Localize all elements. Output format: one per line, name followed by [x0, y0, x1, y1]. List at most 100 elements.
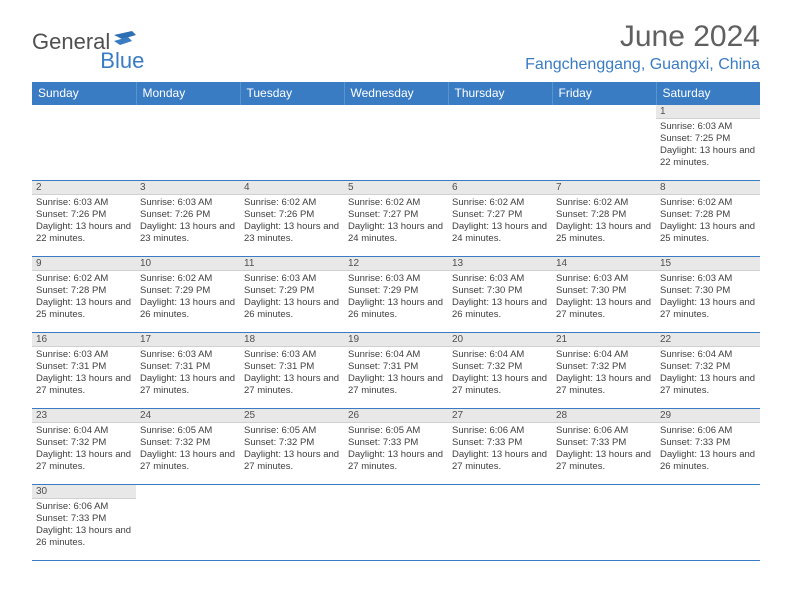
day-number: 5	[344, 181, 448, 195]
calendar-cell: 16Sunrise: 6:03 AMSunset: 7:31 PMDayligh…	[32, 333, 136, 409]
day-content: Sunrise: 6:02 AMSunset: 7:29 PMDaylight:…	[136, 271, 240, 323]
day-content: Sunrise: 6:03 AMSunset: 7:29 PMDaylight:…	[344, 271, 448, 323]
day-number: 25	[240, 409, 344, 423]
day-content: Sunrise: 6:03 AMSunset: 7:26 PMDaylight:…	[136, 195, 240, 247]
calendar-cell	[32, 105, 136, 181]
brand-part2: Blue	[100, 48, 144, 74]
calendar-cell: 9Sunrise: 6:02 AMSunset: 7:28 PMDaylight…	[32, 257, 136, 333]
calendar-cell: 21Sunrise: 6:04 AMSunset: 7:32 PMDayligh…	[552, 333, 656, 409]
day-number: 28	[552, 409, 656, 423]
brand-logo: General Blue	[32, 20, 162, 64]
location-text: Fangchenggang, Guangxi, China	[525, 56, 760, 74]
weekday-header-row: Sunday Monday Tuesday Wednesday Thursday…	[32, 82, 760, 105]
day-content: Sunrise: 6:02 AMSunset: 7:28 PMDaylight:…	[552, 195, 656, 247]
calendar-cell: 29Sunrise: 6:06 AMSunset: 7:33 PMDayligh…	[656, 409, 760, 485]
calendar-cell: 25Sunrise: 6:05 AMSunset: 7:32 PMDayligh…	[240, 409, 344, 485]
day-content: Sunrise: 6:04 AMSunset: 7:32 PMDaylight:…	[32, 423, 136, 475]
day-number: 12	[344, 257, 448, 271]
calendar-week-row: 2Sunrise: 6:03 AMSunset: 7:26 PMDaylight…	[32, 181, 760, 257]
calendar-cell: 4Sunrise: 6:02 AMSunset: 7:26 PMDaylight…	[240, 181, 344, 257]
day-number: 22	[656, 333, 760, 347]
day-content: Sunrise: 6:05 AMSunset: 7:32 PMDaylight:…	[136, 423, 240, 475]
day-content: Sunrise: 6:04 AMSunset: 7:31 PMDaylight:…	[344, 347, 448, 399]
day-content: Sunrise: 6:03 AMSunset: 7:30 PMDaylight:…	[656, 271, 760, 323]
weekday-header: Wednesday	[344, 82, 448, 105]
calendar-cell	[552, 485, 656, 561]
day-content: Sunrise: 6:02 AMSunset: 7:28 PMDaylight:…	[656, 195, 760, 247]
day-number: 13	[448, 257, 552, 271]
day-content: Sunrise: 6:06 AMSunset: 7:33 PMDaylight:…	[656, 423, 760, 475]
calendar-week-row: 23Sunrise: 6:04 AMSunset: 7:32 PMDayligh…	[32, 409, 760, 485]
calendar-cell: 7Sunrise: 6:02 AMSunset: 7:28 PMDaylight…	[552, 181, 656, 257]
calendar-week-row: 1Sunrise: 6:03 AMSunset: 7:25 PMDaylight…	[32, 105, 760, 181]
calendar-cell	[552, 105, 656, 181]
calendar-cell: 23Sunrise: 6:04 AMSunset: 7:32 PMDayligh…	[32, 409, 136, 485]
day-content: Sunrise: 6:06 AMSunset: 7:33 PMDaylight:…	[552, 423, 656, 475]
calendar-cell	[344, 105, 448, 181]
day-content: Sunrise: 6:05 AMSunset: 7:33 PMDaylight:…	[344, 423, 448, 475]
calendar-cell: 2Sunrise: 6:03 AMSunset: 7:26 PMDaylight…	[32, 181, 136, 257]
calendar-cell: 1Sunrise: 6:03 AMSunset: 7:25 PMDaylight…	[656, 105, 760, 181]
day-content: Sunrise: 6:03 AMSunset: 7:31 PMDaylight:…	[240, 347, 344, 399]
day-number: 14	[552, 257, 656, 271]
day-number: 10	[136, 257, 240, 271]
day-number: 17	[136, 333, 240, 347]
calendar-cell	[344, 485, 448, 561]
calendar-body: 1Sunrise: 6:03 AMSunset: 7:25 PMDaylight…	[32, 105, 760, 561]
calendar-cell	[656, 485, 760, 561]
calendar-cell: 8Sunrise: 6:02 AMSunset: 7:28 PMDaylight…	[656, 181, 760, 257]
calendar-table: Sunday Monday Tuesday Wednesday Thursday…	[32, 82, 760, 561]
calendar-cell: 14Sunrise: 6:03 AMSunset: 7:30 PMDayligh…	[552, 257, 656, 333]
calendar-cell	[448, 485, 552, 561]
day-number: 30	[32, 485, 136, 499]
day-content: Sunrise: 6:03 AMSunset: 7:30 PMDaylight:…	[552, 271, 656, 323]
day-content: Sunrise: 6:03 AMSunset: 7:30 PMDaylight:…	[448, 271, 552, 323]
calendar-cell	[136, 485, 240, 561]
calendar-cell	[136, 105, 240, 181]
calendar-cell	[240, 485, 344, 561]
weekday-header: Friday	[552, 82, 656, 105]
calendar-cell: 28Sunrise: 6:06 AMSunset: 7:33 PMDayligh…	[552, 409, 656, 485]
day-number: 15	[656, 257, 760, 271]
day-content: Sunrise: 6:04 AMSunset: 7:32 PMDaylight:…	[448, 347, 552, 399]
day-number: 11	[240, 257, 344, 271]
calendar-cell: 30Sunrise: 6:06 AMSunset: 7:33 PMDayligh…	[32, 485, 136, 561]
day-content: Sunrise: 6:03 AMSunset: 7:31 PMDaylight:…	[136, 347, 240, 399]
calendar-week-row: 30Sunrise: 6:06 AMSunset: 7:33 PMDayligh…	[32, 485, 760, 561]
calendar-cell: 26Sunrise: 6:05 AMSunset: 7:33 PMDayligh…	[344, 409, 448, 485]
calendar-cell: 6Sunrise: 6:02 AMSunset: 7:27 PMDaylight…	[448, 181, 552, 257]
calendar-cell: 15Sunrise: 6:03 AMSunset: 7:30 PMDayligh…	[656, 257, 760, 333]
day-number: 24	[136, 409, 240, 423]
day-number: 3	[136, 181, 240, 195]
day-number: 18	[240, 333, 344, 347]
calendar-cell: 10Sunrise: 6:02 AMSunset: 7:29 PMDayligh…	[136, 257, 240, 333]
weekday-header: Saturday	[656, 82, 760, 105]
calendar-cell: 12Sunrise: 6:03 AMSunset: 7:29 PMDayligh…	[344, 257, 448, 333]
calendar-cell: 3Sunrise: 6:03 AMSunset: 7:26 PMDaylight…	[136, 181, 240, 257]
brand-part1: General	[32, 29, 110, 55]
day-number: 29	[656, 409, 760, 423]
day-content: Sunrise: 6:02 AMSunset: 7:27 PMDaylight:…	[344, 195, 448, 247]
day-number: 7	[552, 181, 656, 195]
weekday-header: Thursday	[448, 82, 552, 105]
day-number: 4	[240, 181, 344, 195]
page-header: General Blue June 2024 Fangchenggang, Gu…	[0, 0, 792, 82]
calendar-cell	[240, 105, 344, 181]
calendar-cell: 19Sunrise: 6:04 AMSunset: 7:31 PMDayligh…	[344, 333, 448, 409]
day-content: Sunrise: 6:02 AMSunset: 7:27 PMDaylight:…	[448, 195, 552, 247]
weekday-header: Monday	[136, 82, 240, 105]
calendar-cell: 17Sunrise: 6:03 AMSunset: 7:31 PMDayligh…	[136, 333, 240, 409]
day-content: Sunrise: 6:06 AMSunset: 7:33 PMDaylight:…	[32, 499, 136, 551]
month-title: June 2024	[525, 20, 760, 54]
calendar-cell: 5Sunrise: 6:02 AMSunset: 7:27 PMDaylight…	[344, 181, 448, 257]
day-content: Sunrise: 6:03 AMSunset: 7:26 PMDaylight:…	[32, 195, 136, 247]
calendar-week-row: 16Sunrise: 6:03 AMSunset: 7:31 PMDayligh…	[32, 333, 760, 409]
day-number: 26	[344, 409, 448, 423]
day-number: 2	[32, 181, 136, 195]
day-number: 9	[32, 257, 136, 271]
calendar-cell: 18Sunrise: 6:03 AMSunset: 7:31 PMDayligh…	[240, 333, 344, 409]
day-content: Sunrise: 6:03 AMSunset: 7:31 PMDaylight:…	[32, 347, 136, 399]
day-content: Sunrise: 6:02 AMSunset: 7:26 PMDaylight:…	[240, 195, 344, 247]
day-content: Sunrise: 6:02 AMSunset: 7:28 PMDaylight:…	[32, 271, 136, 323]
day-number: 23	[32, 409, 136, 423]
